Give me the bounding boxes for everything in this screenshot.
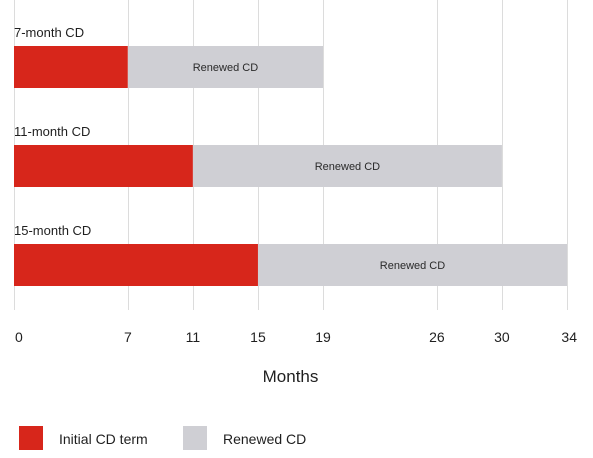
x-tick-label: 19 (315, 329, 331, 345)
bar-renewed (127, 46, 324, 88)
x-tick-label: 7 (124, 329, 132, 345)
x-axis-title: Months (263, 367, 319, 386)
x-tick-label: 15 (250, 329, 266, 345)
x-tick-label: 30 (494, 329, 510, 345)
legend: Initial CD term Renewed CD (19, 426, 306, 450)
legend-label: Renewed CD (223, 431, 306, 447)
segment-label: Renewed CD (380, 260, 445, 272)
x-axis-ticks: 0 7 11 15 19 26 30 34 (15, 329, 577, 345)
row-label: 15-month CD (14, 223, 91, 238)
segment-label: Renewed CD (315, 161, 380, 173)
bar-renewed (192, 145, 502, 187)
x-tick-label: 26 (429, 329, 445, 345)
bar-initial-term (14, 46, 128, 88)
legend-swatch (19, 426, 43, 450)
legend-label: Initial CD term (59, 431, 148, 447)
x-tick-label: 11 (186, 329, 201, 345)
legend-swatch (183, 426, 207, 450)
row-label: 11-month CD (14, 124, 90, 139)
segment-label: Renewed CD (193, 62, 258, 74)
x-tick-label: 0 (15, 329, 23, 345)
bar-initial-term (14, 145, 193, 187)
bar-renewed (257, 244, 567, 286)
bars: 7-month CD Renewed CD 11-month CD Renewed C… (14, 25, 567, 286)
x-tick-label: 34 (561, 329, 577, 345)
bar-initial-term (14, 244, 258, 286)
row-label: 7-month CD (14, 25, 84, 40)
